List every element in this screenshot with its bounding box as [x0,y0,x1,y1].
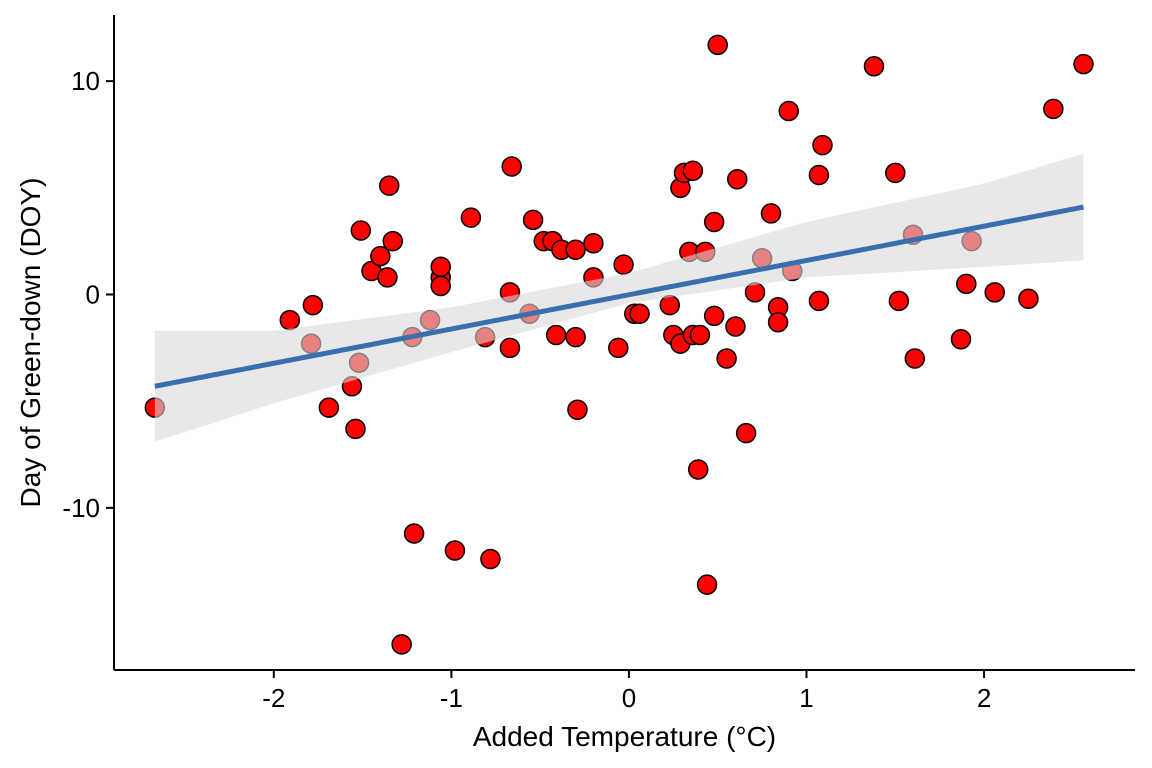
data-point [767,311,789,333]
regression-line [154,204,1084,389]
y-axis-ticks: -10 0 10 [62,66,114,523]
x-tick-label: -1 [440,683,463,713]
x-tick-label: 0 [622,683,636,713]
data-point [689,324,711,346]
data-point [1073,53,1094,75]
data-point [716,348,737,369]
data-point [370,245,391,267]
y-axis-title: Day of Green-down (DOY) [15,178,46,508]
data-point [812,134,833,156]
data-point [480,548,501,570]
x-axis-title: Added Temperature (°C) [473,721,776,752]
data-point [682,160,704,181]
data-point [725,316,746,337]
data-point [545,324,567,346]
x-tick-label: -2 [262,683,285,713]
data-point [350,220,372,241]
data-point [727,169,748,190]
data-point [863,55,885,77]
data-point [391,634,412,655]
data-point [1043,98,1064,120]
axes [113,15,1135,671]
data-point [377,267,398,288]
x-tick-label: 1 [799,683,813,713]
data-point [430,256,451,278]
data-point [444,540,466,561]
y-tick-label: 0 [86,279,100,309]
data-point [687,459,709,480]
data-point [703,305,725,327]
data-point [460,207,482,228]
data-points-layer [144,34,1094,655]
data-point [707,34,728,56]
x-axis-ticks: -2 -1 0 1 2 [262,670,991,713]
data-point [808,164,830,186]
data-point [629,303,650,324]
data-point [950,329,972,350]
x-tick-label: 2 [977,683,991,713]
data-point [583,233,604,254]
data-point [904,348,926,369]
data-point [659,294,681,316]
data-point [403,523,425,544]
data-point [565,326,586,348]
data-point [703,211,725,233]
y-tick-label: 10 [71,66,100,96]
regression-line-layer [154,204,1084,389]
data-point [735,422,757,444]
data-point [808,290,830,312]
data-point [565,239,586,260]
data-point [956,273,977,295]
y-tick-label: -10 [62,493,100,523]
data-point [279,309,301,331]
data-point [888,290,910,312]
data-point [522,209,544,231]
data-point [778,100,799,122]
data-point [760,203,782,224]
data-point [345,418,366,440]
data-point [984,282,1005,303]
data-point [1018,288,1039,310]
data-point [608,337,629,359]
data-point [302,294,324,316]
data-point [613,254,634,275]
data-point [382,230,404,252]
data-point [696,574,718,595]
data-point [885,162,906,184]
data-point [499,337,521,359]
data-point [501,156,522,177]
data-point [378,175,400,196]
data-point [567,399,588,420]
data-point [430,275,451,297]
data-point [318,397,340,418]
